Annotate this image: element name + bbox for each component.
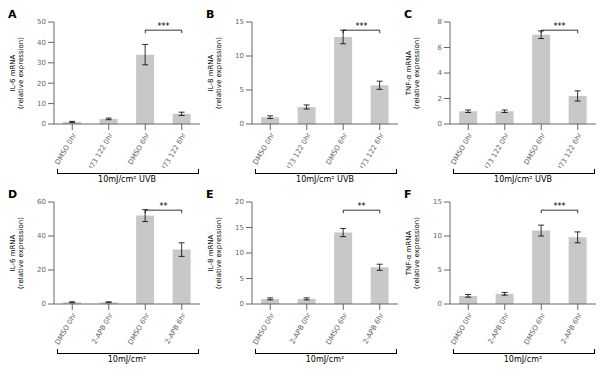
html-text:10mJ/cm² UVB: 10mJ/cm² UVB (494, 175, 552, 184)
svg-text:DMSO 0hr: DMSO 0hr (54, 131, 79, 166)
svg-text:15: 15 (235, 224, 244, 232)
html-text:A: A (8, 8, 17, 21)
svg-text:2-APB 0hr: 2-APB 0hr (91, 311, 115, 345)
svg-text:6: 6 (438, 44, 443, 52)
svg-text:***: *** (554, 22, 566, 31)
svg-text:10: 10 (235, 249, 244, 257)
svg-text:5: 5 (240, 275, 244, 283)
html-text:C: C (404, 8, 413, 21)
html-text:TNF-α mRNA (relative expressio: TNF-α mRNA (relative expression) (405, 217, 421, 289)
svg-text:5: 5 (240, 86, 244, 94)
svg-text:0: 0 (42, 120, 46, 128)
svg-text:0: 0 (240, 120, 244, 128)
svg-text:DMSO 6hr: DMSO 6hr (523, 131, 548, 166)
html-text:IL-8 mRNA (relative expression: IL-8 mRNA (relative expression) (207, 37, 223, 109)
svg-text:***: *** (356, 22, 368, 31)
html-text:IL-6 mRNA (relative expression: IL-6 mRNA (relative expression) (9, 217, 25, 289)
svg-text:**: ** (358, 202, 366, 211)
svg-text:2-APB 6hr: 2-APB 6hr (560, 311, 584, 345)
svg-text:60: 60 (37, 198, 46, 206)
svg-text:U73 122 6hr: U73 122 6hr (159, 131, 188, 168)
svg-text:0: 0 (438, 300, 442, 308)
svg-text:15: 15 (235, 18, 244, 26)
svg-text:***: *** (158, 22, 170, 31)
html-text:10mJ/cm² UVB: 10mJ/cm² UVB (98, 175, 156, 184)
svg-text:40: 40 (37, 39, 46, 47)
svg-text:40: 40 (37, 232, 46, 240)
svg-text:2-APB 6hr: 2-APB 6hr (164, 311, 188, 345)
svg-text:15: 15 (433, 198, 442, 206)
html-text:D: D (8, 188, 18, 201)
html-text:F: F (404, 188, 412, 201)
svg-text:2-APB 0hr: 2-APB 0hr (289, 311, 313, 345)
html-text:IL-6 mRNA (relative expression: IL-6 mRNA (relative expression) (9, 37, 25, 109)
svg-text:U73 122 0hr: U73 122 0hr (86, 131, 115, 168)
svg-text:10: 10 (37, 100, 46, 108)
html-text:TNF-α mRNA (relative expressio: TNF-α mRNA (relative expression) (405, 37, 421, 109)
svg-text:DMSO 6hr: DMSO 6hr (325, 311, 350, 346)
html-text:10mJ/cm² UVB: 10mJ/cm² UVB (296, 175, 354, 184)
svg-text:DMSO 0hr: DMSO 0hr (252, 131, 277, 166)
svg-text:DMSO 0hr: DMSO 0hr (54, 311, 79, 346)
svg-text:DMSO 6hr: DMSO 6hr (127, 131, 152, 166)
svg-text:DMSO 6hr: DMSO 6hr (523, 311, 548, 346)
svg-text:***: *** (554, 202, 566, 211)
svg-text:30: 30 (37, 59, 46, 67)
svg-text:2-APB 6hr: 2-APB 6hr (362, 311, 386, 345)
svg-text:0: 0 (42, 300, 46, 308)
html-text:E: E (206, 188, 214, 201)
svg-text:U73 122 0hr: U73 122 0hr (284, 131, 313, 168)
svg-text:**: ** (160, 202, 168, 211)
svg-text:U73 122 0hr: U73 122 0hr (482, 131, 511, 168)
svg-text:2: 2 (438, 95, 442, 103)
svg-text:50: 50 (37, 18, 46, 26)
svg-text:U73 122 6hr: U73 122 6hr (555, 131, 584, 168)
html-text:IL-8 mRNA (relative expression: IL-8 mRNA (relative expression) (207, 217, 223, 289)
svg-text:0: 0 (240, 300, 244, 308)
svg-text:10: 10 (433, 232, 442, 240)
svg-text:20: 20 (235, 198, 244, 206)
svg-text:10: 10 (235, 52, 244, 60)
html-text:10mJ/cm²: 10mJ/cm² (107, 355, 147, 364)
svg-text:20: 20 (37, 266, 46, 274)
svg-text:DMSO 0hr: DMSO 0hr (450, 311, 475, 346)
svg-text:0: 0 (438, 120, 442, 128)
html-text:B: B (206, 8, 215, 21)
svg-text:5: 5 (438, 266, 442, 274)
svg-text:U73 122 6hr: U73 122 6hr (357, 131, 386, 168)
svg-text:4: 4 (438, 69, 443, 77)
svg-text:DMSO 6hr: DMSO 6hr (127, 311, 152, 346)
svg-text:DMSO 0hr: DMSO 0hr (450, 131, 475, 166)
svg-text:8: 8 (438, 18, 442, 26)
svg-text:2-APB 0hr: 2-APB 0hr (487, 311, 511, 345)
html-text:10mJ/cm²: 10mJ/cm² (305, 355, 345, 364)
svg-text:DMSO 6hr: DMSO 6hr (325, 131, 350, 166)
svg-text:DMSO 0hr: DMSO 0hr (252, 311, 277, 346)
svg-text:20: 20 (37, 80, 46, 88)
html-text:10mJ/cm²: 10mJ/cm² (503, 355, 543, 364)
